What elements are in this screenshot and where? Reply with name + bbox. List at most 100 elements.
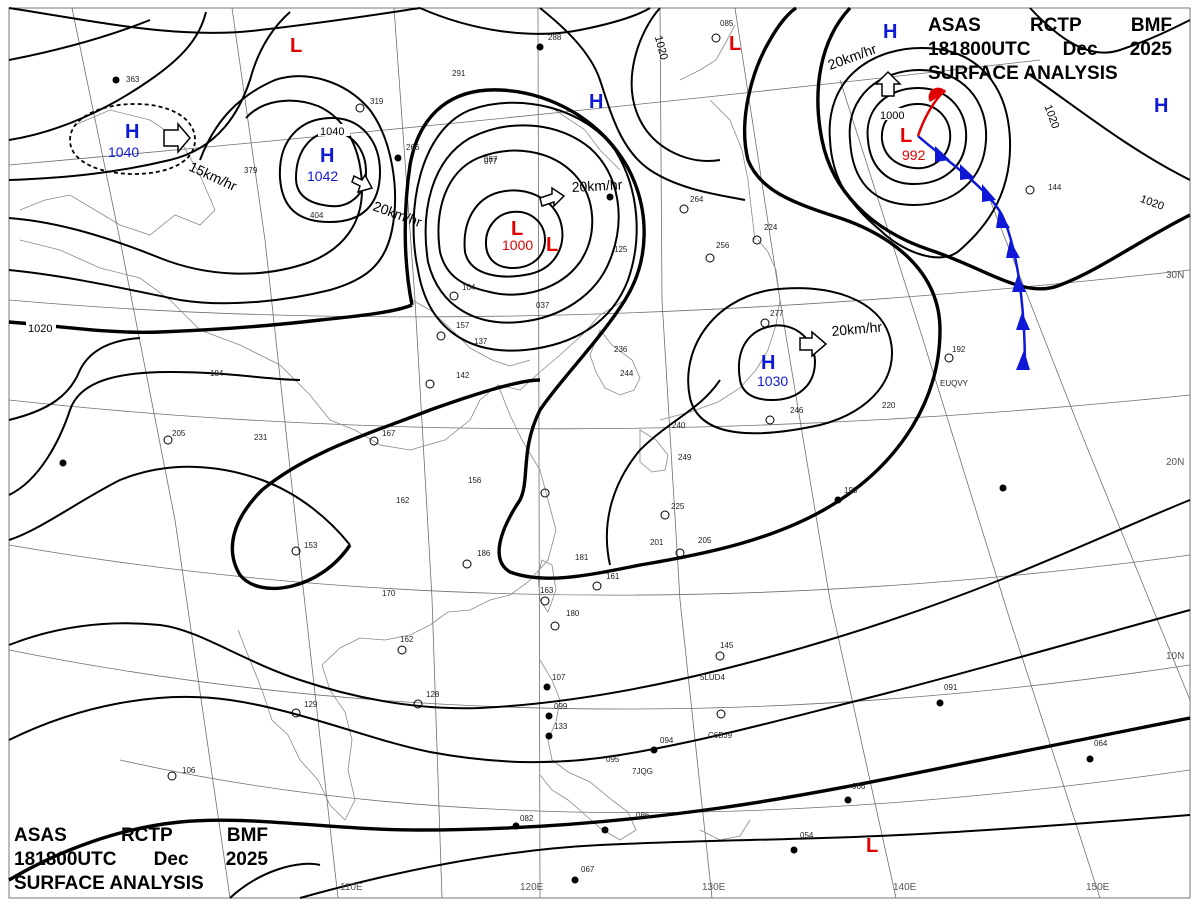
station-value: 244 [620, 369, 634, 378]
station-values: 363 379 404 291 319 266 077 037 288 085 … [126, 19, 1108, 874]
motion-speed-label: 20km/hr [831, 319, 883, 339]
station-value: 379 [244, 166, 258, 175]
station-value: 125 [614, 245, 628, 254]
issuer-code: ASAS [14, 825, 67, 846]
station-value: 129 [304, 700, 318, 709]
ship-ids: EUQVY 5LUD4 C6BJ9 7JQG [632, 379, 969, 776]
station-value: 082 [520, 814, 534, 823]
station-value: 205 [172, 429, 186, 438]
station-value: 288 [548, 33, 562, 42]
station-value: 249 [678, 453, 692, 462]
station-value: 224 [764, 223, 778, 232]
station-value: 162 [396, 496, 410, 505]
station-value: 193 [844, 486, 858, 495]
low-center-pressure: 992 [902, 147, 926, 163]
lat-label: 30N [1166, 270, 1184, 281]
station-value: 277 [770, 309, 784, 318]
coastlines [19, 24, 781, 841]
station-value: 225 [671, 502, 685, 511]
pressure-centers: H 1040 H 1042 L 1000 H 1030 L 992 H H H … [108, 21, 1168, 857]
lon-label: 140E [893, 882, 917, 893]
station-value: 404 [310, 211, 324, 220]
bulletin-header-top: ASAS RCTP BMF 181800UTC Dec 2025 SURFACE… [928, 14, 1172, 86]
station-value: 128 [426, 690, 440, 699]
station-value: 162 [400, 635, 414, 644]
meridians [71, 7, 1191, 899]
lat-label: 20N [1166, 457, 1184, 468]
station-value: 180 [566, 609, 580, 618]
station-value: 104 [462, 283, 476, 292]
station-value: 067 [581, 865, 595, 874]
low-center-marker: L [290, 35, 302, 57]
lon-label: 150E [1086, 882, 1110, 893]
isobar-label: 1020 [28, 323, 52, 335]
station-value: 153 [304, 541, 318, 550]
station-value: 086 [636, 811, 650, 820]
station-value: 181 [575, 553, 589, 562]
agency-code: BMF [226, 825, 268, 846]
station-value: 087 [484, 155, 498, 164]
center-code: RCTP [120, 825, 173, 846]
station-value: 107 [552, 673, 566, 682]
station-value: 167 [382, 429, 396, 438]
station-value: 363 [126, 75, 140, 84]
high-center-pressure: 1040 [108, 144, 139, 160]
station-value: 205 [698, 536, 712, 545]
motion-speed-label: 20km/hr [571, 176, 623, 195]
station-value: 184 [210, 369, 224, 378]
valid-year: 2025 [1129, 39, 1172, 60]
bulletin-header-bottom: ASAS RCTP BMF 181800UTC Dec 2025 SURFACE… [14, 824, 268, 896]
ship-id: EUQVY [940, 379, 969, 388]
ship-id: 5LUD4 [700, 673, 725, 682]
station-value: 170 [382, 589, 396, 598]
station-value: 106 [182, 766, 196, 775]
high-center-marker: H [589, 91, 603, 113]
product-name: SURFACE ANALYSIS [928, 63, 1118, 84]
high-center-marker: H [1154, 95, 1168, 117]
station-value: 291 [452, 69, 466, 78]
agency-code: BMF [1130, 15, 1172, 36]
station-symbols [59, 33, 1094, 884]
station-value: 095 [606, 755, 620, 764]
station-value: 163 [540, 586, 554, 595]
station-value: 064 [1094, 739, 1108, 748]
station-value: 231 [254, 433, 268, 442]
high-center-pressure: 1042 [307, 168, 338, 184]
station-value: 264 [690, 195, 704, 204]
station-value: 077 [484, 157, 498, 166]
station-value: 240 [672, 421, 686, 430]
station-value: 256 [716, 241, 730, 250]
ship-id: C6BJ9 [708, 731, 733, 740]
valid-year: 2025 [225, 849, 268, 870]
high-center-marker: H [883, 21, 897, 43]
station-value: 144 [1048, 183, 1062, 192]
issuer-code: ASAS [928, 15, 981, 36]
station-value: 192 [952, 345, 966, 354]
station-value: 054 [800, 831, 814, 840]
lon-label: 110E [340, 882, 363, 893]
station-value: 085 [720, 19, 734, 28]
low-center-marker: L [729, 33, 741, 55]
isobars [8, 6, 1191, 899]
station-value: 246 [790, 406, 804, 415]
station-value: 142 [456, 371, 470, 380]
station-value: 266 [406, 143, 420, 152]
low-center-pressure: 1000 [502, 237, 533, 253]
high-center-pressure: 1030 [757, 373, 788, 389]
station-value: 137 [474, 337, 488, 346]
high-center-marker: H [125, 121, 139, 143]
low-center-marker: L [866, 835, 878, 857]
isobar-label: 1000 [880, 110, 904, 122]
low-center-marker: L [511, 218, 523, 240]
station-value: 094 [660, 736, 674, 745]
station-value: 156 [468, 476, 482, 485]
valid-month: Dec [153, 849, 189, 870]
station-value: 319 [370, 97, 384, 106]
low-center-marker: L [546, 234, 558, 256]
valid-time: 181800UTC [14, 849, 117, 870]
station-value: 161 [606, 572, 620, 581]
product-name: SURFACE ANALYSIS [14, 873, 204, 894]
station-value: 186 [477, 549, 491, 558]
station-value: 220 [882, 401, 896, 410]
station-value: 066 [852, 782, 866, 791]
